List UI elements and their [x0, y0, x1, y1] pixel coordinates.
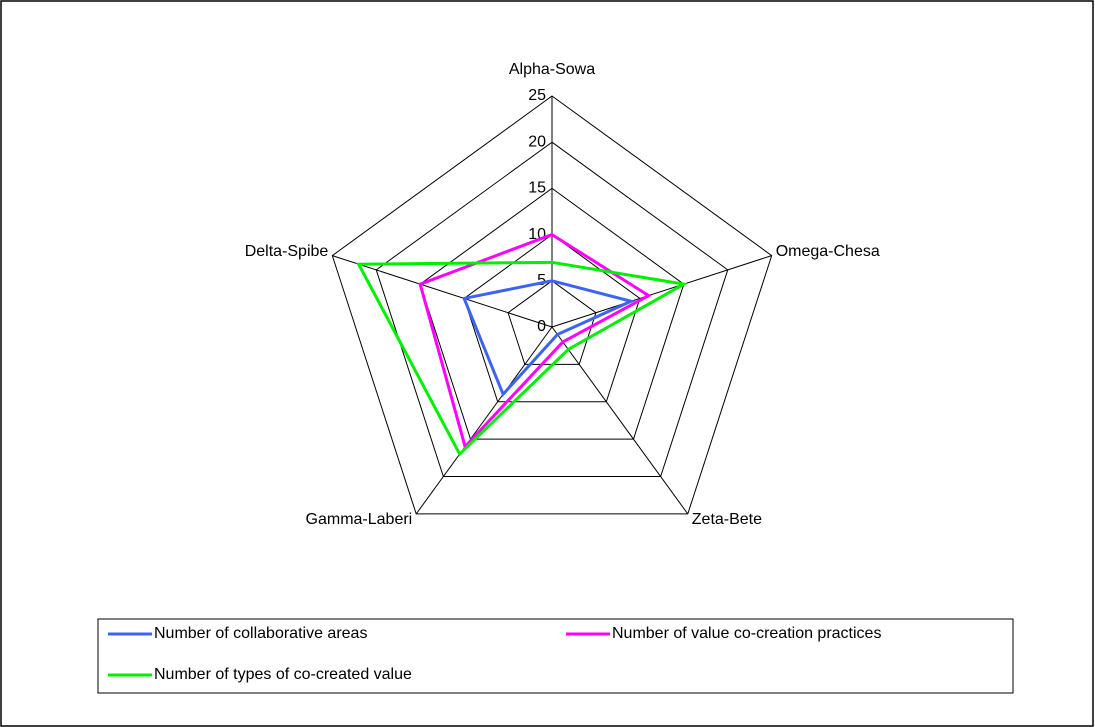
spoke: [415, 326, 553, 515]
category-label: Alpha-Sowa: [509, 61, 595, 78]
grid-ring: [331, 95, 773, 515]
y-tick-label: 25: [528, 87, 546, 104]
grid-ring: [463, 233, 641, 403]
spoke: [332, 255, 553, 328]
series-line: [356, 260, 689, 457]
grid-ring: [375, 141, 729, 478]
grid-ring: [419, 187, 685, 440]
y-tick-label: 20: [528, 133, 546, 150]
spoke: [551, 255, 772, 328]
series-line: [418, 232, 652, 450]
category-label: Zeta-Bete: [692, 511, 762, 528]
y-tick-label: 5: [537, 272, 546, 289]
legend-label: Number of collaborative areas: [154, 625, 367, 642]
legend-label: Number of value co-creation practices: [612, 625, 881, 642]
spoke: [551, 326, 689, 515]
legend-box: [97, 618, 1014, 694]
y-tick-label: 15: [528, 180, 546, 197]
category-label: Omega-Chesa: [776, 243, 880, 260]
legend-label: Number of types of co-created value: [154, 666, 412, 683]
category-label: Gamma-Laberi: [306, 511, 413, 528]
category-label: Delta-Spibe: [245, 243, 329, 260]
y-tick-label: 0: [537, 318, 546, 335]
series-line: [462, 279, 636, 398]
